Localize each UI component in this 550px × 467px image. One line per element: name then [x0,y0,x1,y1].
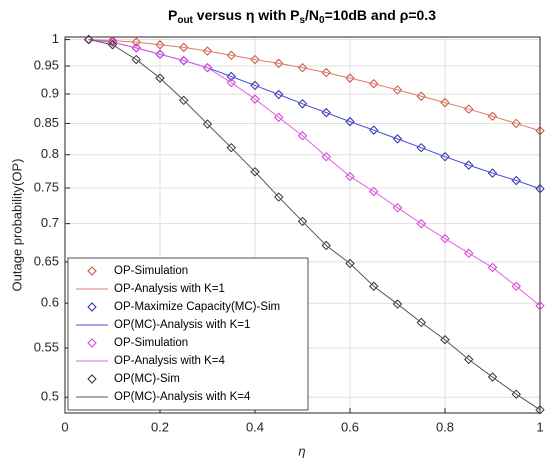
legend: OP-Simulation OP-Analysis with K=1 OP-Maxi… [67,257,309,411]
title-part: P [168,7,177,23]
marker [369,281,379,291]
marker [345,171,355,182]
marker [155,49,165,59]
marker [202,119,213,129]
marker [274,58,284,69]
marker [535,301,545,311]
legend-swatch [87,338,97,348]
title-part: s [299,15,305,26]
y-tick-label: 0.9 [41,85,59,100]
legend-label: OP-Simulation [114,265,188,277]
title-part: out [177,15,193,26]
marker [131,37,141,47]
y-tick-label: 0.65 [34,253,59,268]
marker [321,151,331,162]
marker [107,40,118,50]
marker [179,95,189,105]
marker [487,111,498,121]
legend-box [67,257,309,411]
x-tick-label: 0.4 [246,419,264,434]
x-tick-label: 1 [536,419,543,434]
legend-swatch [87,302,97,312]
y-tick-label: 0.8 [41,146,59,161]
series-line [88,39,541,411]
legend-label: OP-Analysis with K=4 [114,355,225,367]
marker [487,372,498,382]
marker [297,62,308,73]
marker [226,50,236,60]
marker [321,240,331,251]
marker [107,37,118,47]
marker [274,112,284,123]
marker [155,73,165,83]
y-tick-label: 0.6 [41,295,59,310]
y-tick-label: 1 [52,31,59,46]
marker [392,85,403,95]
x-tick-label: 0.2 [151,419,169,434]
marker [440,97,450,108]
marker [250,167,260,177]
marker [416,317,426,328]
axes-box [64,36,541,414]
title-part: versus η with P [193,7,300,23]
legend-swatch [87,266,97,276]
legend-label: OP-Analysis with K=1 [114,283,225,295]
marker [226,142,236,153]
marker [179,42,189,53]
marker [392,299,403,309]
marker [202,62,213,73]
legend-label: OP(MC)-Sim [114,373,180,385]
legend-swatch [87,374,97,384]
legend-label: OP(MC)-Analysis with K=4 [114,391,251,403]
marker [464,354,474,365]
y-tick-label: 0.55 [34,340,59,355]
marker [297,131,308,141]
legend-label: OP(MC)-Analysis with K=1 [114,319,250,331]
marker [321,67,331,78]
y-tick-label: 0.5 [41,389,59,404]
legend-label: OP-Simulation [114,337,188,349]
y-tick-label: 0.95 [34,57,59,72]
series-line [88,39,541,132]
series-line [88,39,541,307]
marker [297,216,308,227]
x-axis-label: η [298,443,305,458]
marker [416,91,426,101]
marker [345,73,355,83]
y-tick-label: 0.85 [34,115,59,130]
marker [274,192,284,202]
marker [250,54,260,65]
marker [464,104,474,114]
marker [202,46,213,56]
marker [179,55,189,66]
marker [511,281,521,291]
y-tick-label: 0.7 [41,215,59,230]
x-tick-label: 0.6 [341,419,359,434]
y-axis-label: Outage probability(OP) [9,159,24,292]
marker [131,43,141,53]
chart-title: Pout versus η with Ps/N0=10dB and ρ=0.3 [168,7,436,26]
marker [155,40,165,50]
title-part: 0 [319,15,325,26]
marker [369,79,379,89]
marker [345,258,355,269]
x-tick-label: 0.8 [436,419,454,434]
title-part: /N [305,7,319,23]
title-part: =10dB and ρ=0.3 [325,7,437,23]
y-tick-label: 0.75 [34,179,59,194]
legend-label: OP-Maximize Capacity(MC)-Sim [114,301,280,313]
x-tick-label: 0 [61,419,68,434]
marker [84,34,94,45]
